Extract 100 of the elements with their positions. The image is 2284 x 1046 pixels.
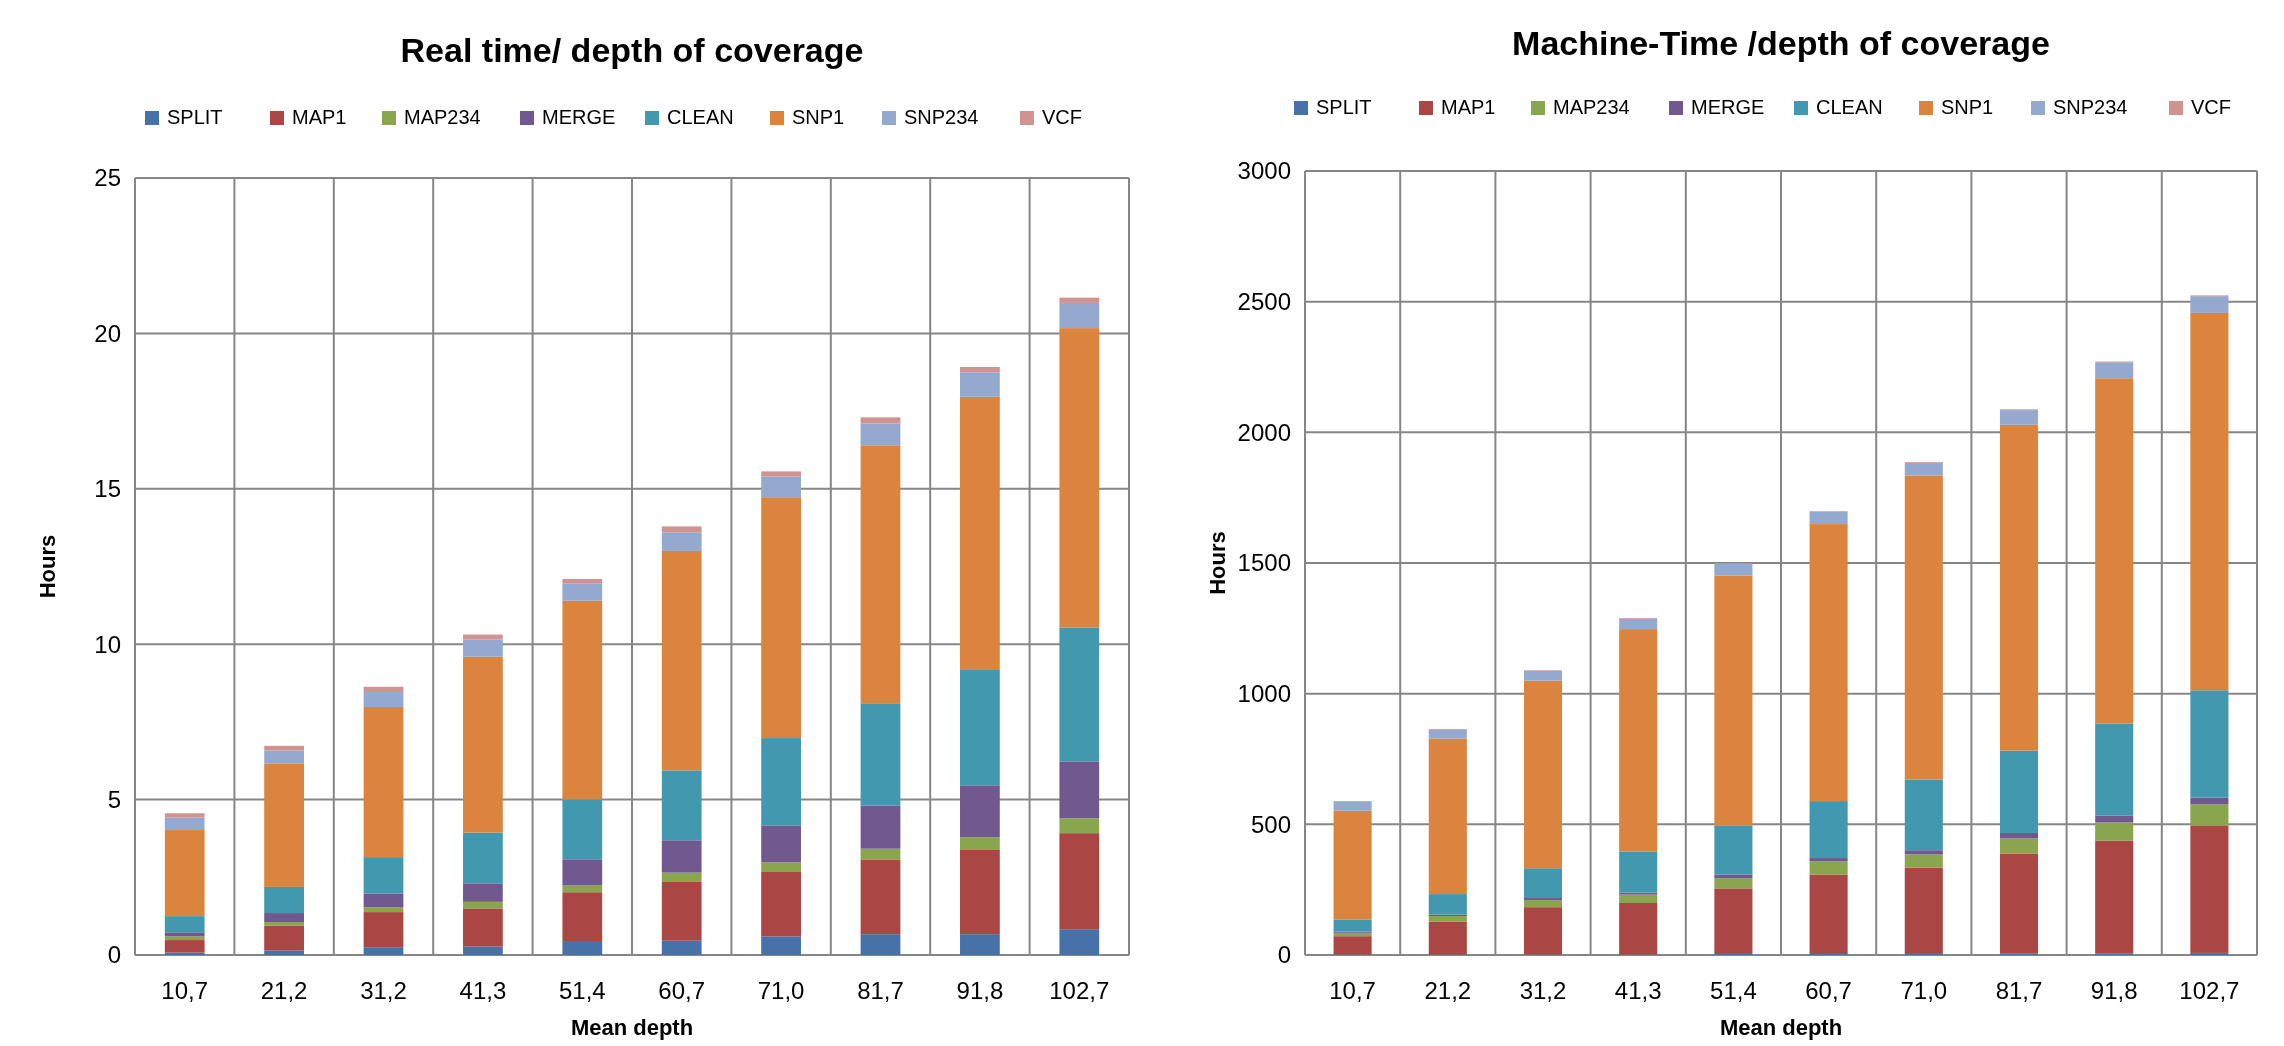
y-tick-label: 5	[107, 786, 121, 813]
x-tick-label: 60,7	[1805, 977, 1852, 1004]
bar	[463, 883, 503, 902]
bar	[2190, 690, 2229, 798]
bar	[164, 813, 205, 818]
bar	[960, 934, 1000, 955]
bar	[1619, 903, 1658, 955]
bar	[860, 934, 901, 955]
x-tick-label: 51,4	[558, 977, 606, 1004]
bar	[661, 550, 702, 771]
bar	[562, 892, 603, 942]
bar	[363, 686, 404, 693]
bar	[761, 471, 801, 477]
bar	[1059, 929, 1100, 955]
x-tick-label: 81,7	[1995, 977, 2043, 1004]
bar	[960, 849, 1000, 935]
y-tick-label: 2500	[1237, 288, 1291, 316]
bar	[661, 532, 702, 551]
bar	[960, 396, 1000, 670]
bar	[1523, 868, 1563, 899]
bar	[1904, 475, 1943, 780]
bar	[960, 837, 1000, 850]
bar	[1523, 680, 1563, 869]
y-tick-label: 10	[94, 630, 121, 658]
bar	[661, 940, 702, 955]
bar	[860, 859, 901, 935]
x-tick-label: 10,7	[1329, 977, 1376, 1004]
bar	[1904, 850, 1943, 855]
bar	[1059, 302, 1100, 329]
bar	[1619, 892, 1658, 895]
bar	[562, 799, 603, 860]
legend-label: MERGE	[1691, 96, 1765, 118]
bar	[2095, 378, 2134, 724]
bar	[2095, 822, 2134, 841]
bar	[164, 817, 205, 831]
bar	[661, 526, 702, 533]
y-tick-label: 500	[1250, 810, 1291, 838]
bar	[761, 497, 801, 739]
x-tick-label: 81,7	[857, 977, 904, 1004]
legend-label: MERGE	[542, 106, 616, 128]
bar	[661, 881, 702, 941]
bar	[562, 600, 603, 800]
y-tick-label: 1000	[1237, 680, 1291, 708]
x-tick-label: 31,2	[360, 977, 407, 1004]
bar	[164, 830, 205, 917]
chart-title: Real time/ depth of coverage	[400, 31, 864, 69]
bar	[1999, 838, 2039, 854]
bar	[1999, 832, 2039, 839]
bar	[1059, 328, 1100, 628]
x-tick-label: 91,8	[956, 977, 1004, 1004]
x-tick-label: 41,3	[1614, 977, 1662, 1004]
bar	[1059, 761, 1100, 819]
legend-label: CLEAN	[1816, 96, 1883, 118]
bar	[363, 947, 404, 955]
bar	[1999, 853, 2039, 954]
bar	[264, 913, 304, 923]
bar	[860, 703, 901, 806]
bar	[562, 578, 603, 584]
bar	[1714, 878, 1753, 889]
bar	[363, 912, 404, 948]
bar	[264, 763, 304, 887]
chart-title: Machine-Time /depth of coverage	[1512, 24, 2050, 62]
legend-label: SNP234	[2053, 96, 2128, 118]
bar	[1904, 854, 1943, 868]
bar	[164, 916, 205, 933]
x-tick-label: 31,2	[1519, 977, 1567, 1004]
bar	[562, 859, 603, 886]
x-tick-label: 10,7	[161, 977, 209, 1004]
bar	[761, 936, 801, 955]
bar	[1999, 424, 2039, 751]
bar	[1059, 297, 1100, 303]
bar	[1523, 900, 1563, 908]
bar	[264, 950, 304, 955]
x-tick-label: 102,7	[2179, 977, 2240, 1004]
y-tick-label: 3000	[1237, 157, 1291, 185]
bar	[1619, 618, 1658, 630]
x-tick-label: 71,0	[1900, 977, 1948, 1004]
bar	[1428, 894, 1467, 915]
bar	[1428, 916, 1467, 922]
bar	[1809, 511, 1848, 525]
bar	[661, 840, 702, 873]
legend-label: SNP1	[792, 106, 845, 128]
bar	[1428, 729, 1467, 739]
x-axis-title: Mean depth	[1719, 1015, 1843, 1040]
bar	[463, 639, 503, 657]
bar	[860, 848, 901, 860]
legend-label: MAP234	[404, 106, 481, 128]
bar	[363, 893, 404, 908]
bar	[1333, 801, 1372, 811]
bar	[1059, 833, 1100, 930]
bar	[164, 932, 205, 937]
bar	[1333, 936, 1372, 955]
legend-label: MAP234	[1553, 96, 1630, 118]
y-tick-label: 20	[94, 319, 121, 347]
bar	[1809, 861, 1848, 875]
y-axis-title: Hours	[1205, 531, 1230, 595]
y-tick-label: 25	[94, 164, 121, 192]
bar	[761, 738, 801, 826]
bar	[2095, 723, 2134, 816]
legend-label: SPLIT	[1316, 96, 1372, 118]
